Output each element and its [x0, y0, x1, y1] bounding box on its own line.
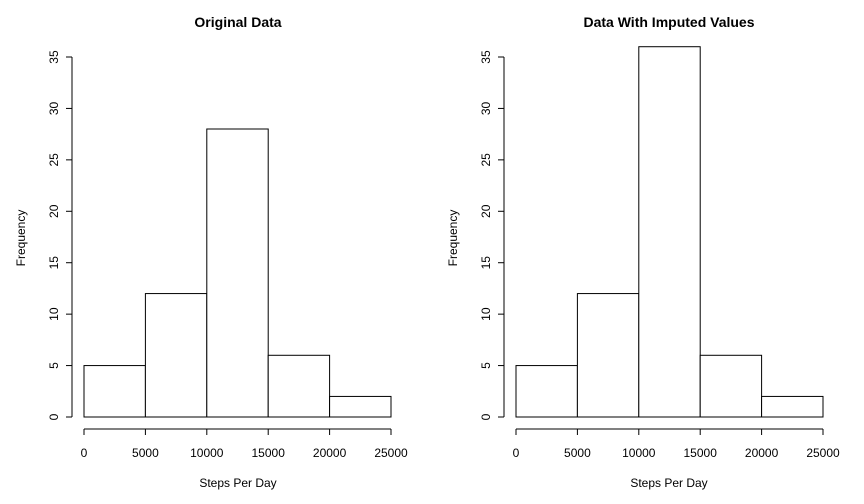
- x-axis-label: Steps Per Day: [630, 476, 707, 490]
- y-tick-label: 35: [47, 50, 61, 64]
- chart-title: Original Data: [194, 14, 281, 30]
- bars: [83, 128, 392, 418]
- y-axis-label: Frequency: [446, 210, 460, 267]
- histogram-bar: [83, 365, 146, 418]
- chart-title: Data With Imputed Values: [583, 14, 754, 30]
- y-axis: 0 5 10 15 20 25 30 35: [479, 50, 505, 420]
- y-axis-label: Frequency: [14, 210, 28, 267]
- x-tick-label: 15000: [684, 446, 718, 460]
- histogram-bar: [144, 293, 208, 418]
- x-tick-label: 20000: [745, 446, 779, 460]
- y-tick-label: 10: [47, 307, 61, 321]
- x-tick-label: 5000: [564, 446, 591, 460]
- y-tick-label: 20: [47, 204, 61, 218]
- histogram-imputed-data: Data With Imputed Values Steps Per Day F…: [446, 14, 840, 490]
- x-tick-label: 10000: [190, 446, 224, 460]
- y-tick-label: 15: [479, 256, 493, 270]
- x-axis: 0 5000 10000 15000 20000 25000: [513, 428, 840, 460]
- y-tick-label: 35: [479, 50, 493, 64]
- histogram-bar: [638, 46, 701, 418]
- x-tick-label: 15000: [252, 446, 286, 460]
- y-axis: 0 5 10 15 20 25 30 35: [47, 50, 73, 420]
- y-tick-label: 30: [479, 101, 493, 115]
- x-tick-label: 25000: [374, 446, 408, 460]
- histogram-bar: [206, 128, 269, 418]
- histogram-bar: [267, 354, 331, 418]
- y-tick-label: 25: [47, 153, 61, 167]
- histogram-original-data: Original Data Steps Per Day Frequency 0 5…: [14, 14, 408, 490]
- x-axis-label: Steps Per Day: [199, 476, 276, 490]
- y-tick-label: 30: [47, 101, 61, 115]
- y-tick-label: 5: [47, 362, 61, 369]
- bars: [515, 46, 824, 418]
- histogram-bar: [515, 365, 578, 418]
- y-tick-label: 5: [479, 362, 493, 369]
- y-tick-label: 0: [479, 413, 493, 420]
- y-tick-label: 15: [47, 256, 61, 270]
- x-tick-label: 20000: [313, 446, 347, 460]
- x-tick-label: 0: [513, 446, 520, 460]
- histogram-bar: [699, 354, 763, 418]
- x-tick-label: 5000: [132, 446, 159, 460]
- x-axis: 0 5000 10000 15000 20000 25000: [81, 428, 408, 460]
- x-tick-label: 0: [81, 446, 88, 460]
- y-tick-label: 20: [479, 204, 493, 218]
- histogram-bar: [576, 293, 640, 418]
- histogram-bar: [329, 395, 392, 418]
- y-tick-label: 25: [479, 153, 493, 167]
- y-tick-label: 0: [47, 413, 61, 420]
- y-tick-label: 10: [479, 307, 493, 321]
- histogram-bar: [761, 395, 824, 418]
- x-tick-label: 25000: [806, 446, 840, 460]
- x-tick-label: 10000: [622, 446, 656, 460]
